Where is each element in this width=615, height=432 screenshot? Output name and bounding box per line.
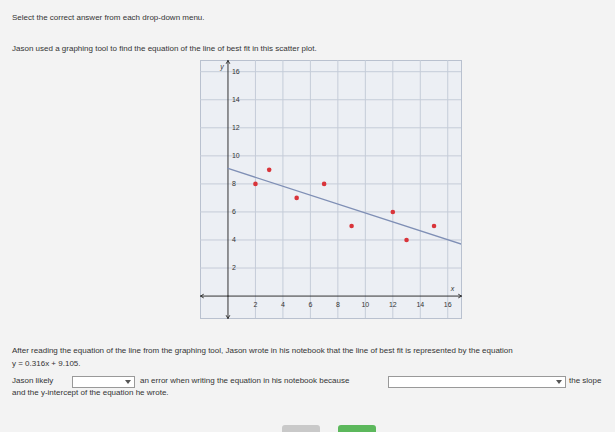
- svg-text:4: 4: [232, 236, 236, 243]
- svg-text:10: 10: [232, 152, 240, 159]
- svg-text:2: 2: [232, 264, 236, 271]
- html-text:the slope: the slope: [569, 376, 602, 385]
- svg-text:8: 8: [232, 180, 236, 187]
- svg-text:12: 12: [232, 124, 240, 131]
- svg-text:16: 16: [444, 301, 452, 308]
- svg-text:16: 16: [232, 68, 240, 75]
- svg-text:x: x: [450, 285, 455, 292]
- html-text:y = 0.316x + 9.105.: y = 0.316x + 9.105.: [12, 359, 81, 368]
- svg-text:y: y: [219, 63, 224, 71]
- svg-text:10: 10: [361, 301, 369, 308]
- html-text:an error when writing the equa: an error when writing the equation in hi…: [140, 376, 350, 385]
- svg-text:4: 4: [281, 301, 285, 308]
- svg-text:14: 14: [416, 301, 424, 308]
- html-text:Select the correct answer from: Select the correct answer from each drop…: [12, 13, 205, 22]
- html-text:and the y-intercept of the equ: and the y-intercept of the equation he w…: [12, 388, 169, 397]
- html-text:Jason likely: Jason likely: [12, 376, 54, 385]
- svg-text:6: 6: [308, 301, 312, 308]
- svg-text:14: 14: [232, 96, 240, 103]
- svg-text:12: 12: [389, 301, 397, 308]
- svg-text:2: 2: [253, 301, 257, 308]
- html-text:Jason used a graphing tool to: Jason used a graphing tool to find the e…: [12, 44, 317, 53]
- svg-text:8: 8: [336, 301, 340, 308]
- svg-text:6: 6: [232, 208, 236, 215]
- html-text:After reading the equation of: After reading the equation of the line f…: [12, 346, 513, 355]
